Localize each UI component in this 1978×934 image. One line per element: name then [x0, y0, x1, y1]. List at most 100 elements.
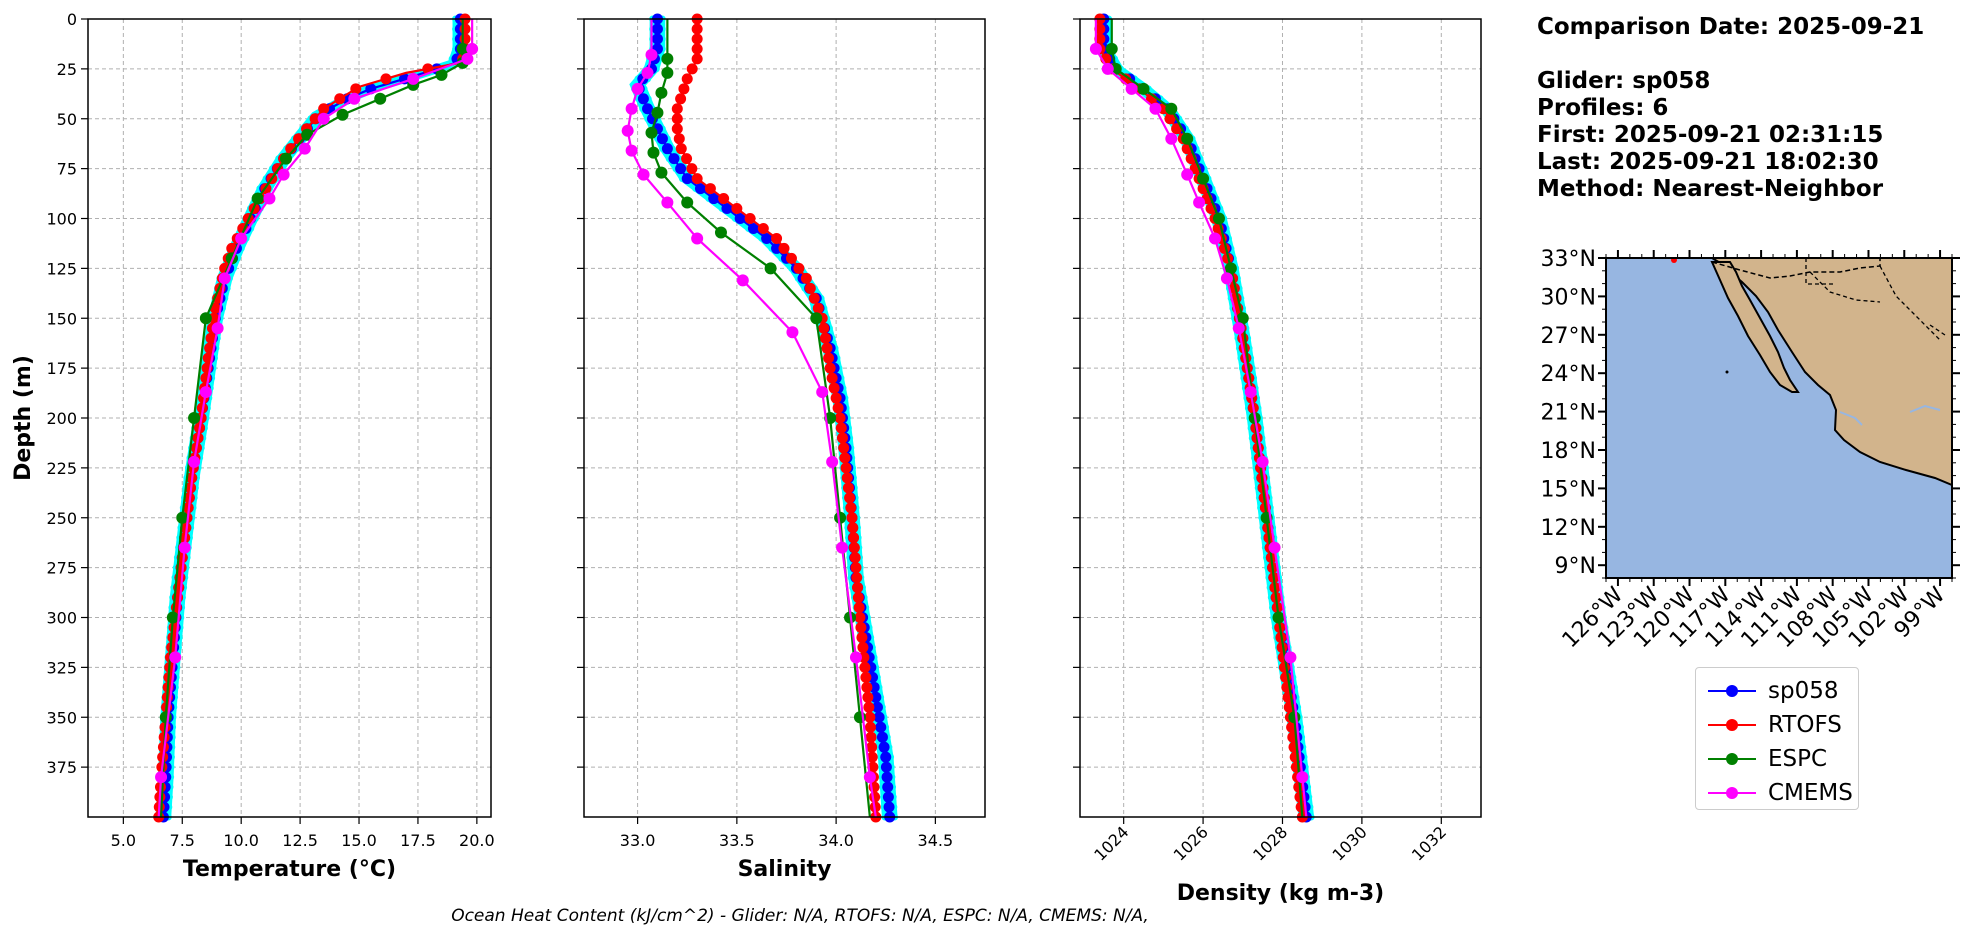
series-point-cmems: [1089, 42, 1102, 55]
series-point-rtofs: [691, 43, 703, 55]
x-tick-label: 1024: [1090, 822, 1132, 864]
series-point-rtofs: [830, 392, 842, 404]
series-point-rtofs: [823, 352, 835, 364]
series-point-espc: [336, 108, 349, 121]
map-lat-label: 24°N: [1541, 362, 1596, 387]
map-lat-label: 33°N: [1541, 247, 1596, 272]
series-point-rtofs: [681, 73, 693, 85]
series-point-espc: [199, 312, 212, 325]
series-point-sp058: [882, 791, 894, 803]
series-point-cmems: [169, 651, 182, 664]
series-point-sp058: [661, 143, 673, 155]
series-point-cmems: [631, 82, 644, 95]
info-profiles: Profiles: 6: [1537, 95, 1669, 121]
series-point-cmems: [348, 92, 361, 105]
map-baja-california: [1710, 261, 1800, 393]
x-tick-label: 34.5: [918, 831, 954, 850]
series-point-sp058: [870, 691, 882, 703]
series-point-rtofs: [821, 342, 833, 354]
series-point-cmems: [1193, 196, 1206, 209]
series-point-rtofs: [818, 322, 830, 334]
location-map: 33°N30°N27°N24°N21°N18°N15°N12°N9°N126°W…: [1541, 247, 1960, 653]
legend-label-cmems: CMEMS: [1768, 780, 1853, 806]
series-point-rtofs: [673, 133, 685, 145]
series-point-espc: [647, 146, 660, 159]
series-point-cmems: [1125, 82, 1138, 95]
axes-frame: [583, 18, 986, 818]
series-point-rtofs: [804, 282, 816, 294]
series-point-cmems: [637, 168, 650, 181]
series-point-espc: [159, 711, 172, 724]
axes-frame: [87, 18, 492, 818]
series-point-rtofs: [819, 332, 831, 344]
series-point-rtofs: [205, 332, 217, 344]
series-point-rtofs: [836, 432, 848, 444]
series-point-espc: [655, 86, 668, 99]
series-point-rtofs: [691, 173, 703, 185]
y-tick-label: 300: [46, 609, 77, 628]
series-point-sp058: [871, 701, 883, 713]
series-point-cmems: [263, 192, 276, 205]
series-point-rtofs: [848, 542, 860, 554]
series-point-sp058: [882, 781, 894, 793]
series-point-cmems: [641, 66, 654, 79]
series-point-rtofs: [671, 113, 683, 125]
series-point-rtofs: [350, 83, 362, 95]
series-point-cmems: [786, 326, 799, 339]
y-tick-label: 150: [46, 309, 77, 328]
series-point-rtofs: [678, 83, 690, 95]
series-point-cmems: [1256, 455, 1269, 468]
y-tick-label: 175: [46, 359, 77, 378]
series-point-rtofs: [839, 452, 851, 464]
series-point-rtofs: [691, 53, 703, 65]
info-first: First: 2025-09-21 02:31:15: [1537, 122, 1884, 148]
x-tick-label: 20.0: [459, 831, 495, 850]
series-point-cmems: [1181, 168, 1194, 181]
legend-swatch-rtofs: [1706, 715, 1758, 735]
series-point-rtofs: [691, 33, 703, 45]
series-point-rtofs: [1276, 641, 1288, 653]
map-lat-label: 30°N: [1541, 285, 1596, 310]
series-point-rtofs: [844, 492, 856, 504]
legend-label-rtofs: RTOFS: [1768, 712, 1842, 738]
series-point-sp058: [881, 771, 893, 783]
series-point-rtofs: [675, 93, 687, 105]
series-point-espc: [681, 196, 694, 209]
series-point-rtofs: [1278, 661, 1290, 673]
panel-salinity: 33.0 33.5 34.0 34.5 Salinity: [577, 13, 986, 882]
series-point-rtofs: [1164, 113, 1176, 125]
series-point-espc: [714, 226, 727, 239]
series-point-rtofs: [861, 681, 873, 693]
series-point-cmems: [1208, 232, 1221, 245]
series-point-rtofs: [793, 262, 805, 274]
series-point-cmems: [277, 168, 290, 181]
series-point-rtofs: [864, 721, 876, 733]
series-point-cmems: [235, 232, 248, 245]
y-axis-label: Depth (m): [11, 355, 36, 481]
info-glider: Glider: sp058: [1537, 68, 1711, 94]
series-point-cmems: [1232, 322, 1245, 335]
x-tick-label: 7.5: [170, 831, 195, 850]
map-lat-label: 12°N: [1541, 516, 1596, 541]
series-point-cmems: [645, 48, 658, 61]
series-point-rtofs: [847, 522, 859, 534]
series-point-rtofs: [848, 532, 860, 544]
series-point-espc: [176, 511, 189, 524]
series-point-cmems: [849, 651, 862, 664]
series-point-sp058: [873, 711, 885, 723]
series-point-rtofs: [1094, 33, 1106, 45]
panel-temperature: 0 25 50 75 100 125 150 175 200 225 250 275 300 325 350…: [11, 10, 495, 882]
legend-swatch-espc: [1706, 749, 1758, 769]
series-point-cmems: [826, 455, 839, 468]
series-point-espc: [651, 106, 664, 119]
map-lat-label: 21°N: [1541, 401, 1596, 426]
series-point-sp058: [875, 721, 887, 733]
x-tick-label: 15.0: [341, 831, 377, 850]
series-point-rtofs: [686, 63, 698, 75]
series-point-cmems: [836, 541, 849, 554]
info-comparison-date: Comparison Date: 2025-09-21: [1537, 14, 1925, 40]
series-point-rtofs: [851, 572, 863, 584]
series-point-cmems: [691, 232, 704, 245]
series-point-rtofs: [852, 582, 864, 594]
series-point-sp058: [880, 751, 892, 763]
